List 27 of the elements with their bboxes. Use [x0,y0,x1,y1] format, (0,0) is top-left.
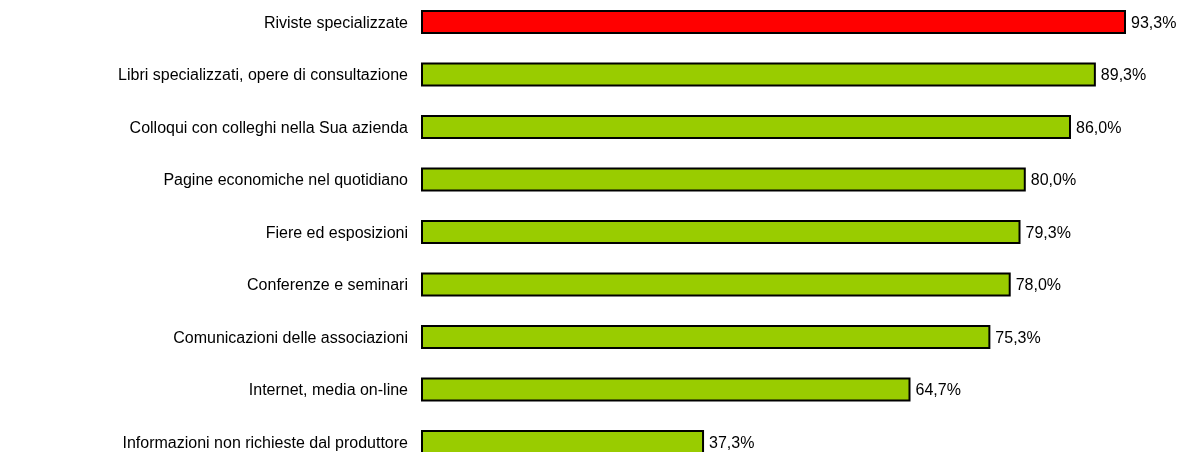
y-tick-label: Conferenze e seminari [247,276,408,294]
y-tick-label: Libri specializzati, opere di consultazione [118,66,409,84]
data-label: 86,0% [1076,118,1122,136]
data-label: 78,0% [1015,276,1062,294]
data-label: 80,0% [1030,171,1077,189]
data-label: 79,3% [1025,223,1071,241]
y-tick-label: Internet, media on-line [248,381,409,399]
data-label: 64,7% [915,381,961,399]
bar [421,325,991,349]
data-label: 93,3% [1131,13,1177,31]
data-label: 37,3% [709,433,755,451]
y-tick-label: Comunicazioni delle associazioni [173,328,408,346]
bar [421,10,1126,34]
y-tick-label: Pagine economiche nel quotidiano [163,171,409,189]
y-tick-label: Riviste specializzate [263,13,409,31]
bar [421,220,1021,244]
data-label: 75,3% [995,328,1041,346]
bar [421,115,1071,139]
bar [421,430,705,452]
bar [421,62,1096,87]
data-label: 89,3% [1100,66,1147,84]
bar [421,167,1026,192]
y-tick-label: Colloqui con colleghi nella Sua azienda [129,118,409,136]
y-tick-label: Informazioni non richieste dal produttore [122,433,409,451]
bar [421,377,911,402]
y-tick-label: Fiere ed esposizioni [265,223,408,241]
bar [421,272,1011,297]
